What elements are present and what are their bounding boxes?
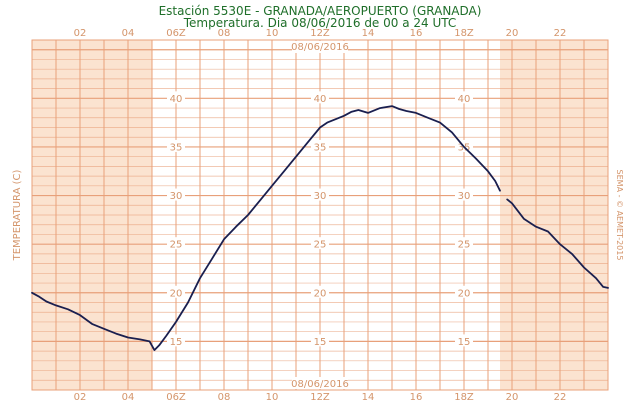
x-axis-bottom: 02 04 06Z 08 10 12Z 14 16 18Z 20 22	[74, 392, 567, 403]
credit-text: SEMA - © AEMET-2015	[615, 170, 624, 261]
y-tick-bg	[167, 334, 185, 347]
y-tick-label: 15	[170, 337, 183, 348]
x-tick-label-bottom: 16	[410, 392, 423, 403]
y-tick-label: 15	[458, 337, 471, 348]
x-tick-label-bottom: 02	[74, 392, 87, 403]
chart-title: Estación 5530E - GRANADA/AEROPUERTO (GRA…	[159, 4, 482, 18]
x-tick-label-top: 22	[554, 28, 567, 39]
y-tick-bg	[311, 285, 329, 298]
date-label-top: 08/06/2016	[291, 42, 349, 53]
y-tick-bg	[455, 91, 473, 104]
x-tick-label-bottom: 12Z	[310, 392, 330, 403]
x-tick-label-bottom: 06Z	[166, 392, 186, 403]
x-tick-label-bottom: 10	[266, 392, 279, 403]
y-axis-label: TEMPERATURA (C)	[12, 170, 23, 262]
x-tick-label-top: 10	[266, 28, 279, 39]
x-tick-label-bottom: 14	[362, 392, 375, 403]
y-tick-bg	[311, 188, 329, 201]
y-tick-bg	[455, 285, 473, 298]
y-tick-label: 40	[458, 94, 471, 105]
y-tick-label: 25	[170, 240, 183, 251]
y-tick-label: 30	[314, 191, 327, 202]
y-axis-left-labels: 15 15 20 20 25 25 30 30 35 35 40 40	[167, 91, 329, 348]
y-tick-bg	[455, 334, 473, 347]
y-tick-bg	[167, 91, 185, 104]
y-tick-bg	[167, 237, 185, 250]
temperature-line-segment-1	[506, 198, 609, 289]
temperature-series	[31, 105, 609, 352]
x-tick-label-bottom: 04	[122, 392, 135, 403]
plot-frame	[31, 39, 609, 391]
y-tick-label: 35	[314, 142, 327, 153]
x-tick-label-top: 08	[218, 28, 231, 39]
y-tick-label: 25	[458, 240, 471, 251]
chart-subtitle: Temperatura. Dia 08/06/2016 de 00 a 24 U…	[183, 16, 457, 30]
y-tick-bg	[167, 139, 185, 152]
y-tick-bg	[167, 188, 185, 201]
y-tick-label: 15	[314, 337, 327, 348]
y-tick-bg	[311, 334, 329, 347]
y-tick-bg	[311, 91, 329, 104]
x-tick-label-top: 20	[506, 28, 519, 39]
date-label-bottom-bg	[292, 377, 348, 389]
y-tick-label: 20	[314, 288, 327, 299]
x-tick-label-top: 04	[122, 28, 135, 39]
y-tick-label: 20	[170, 288, 183, 299]
x-tick-label-top: 14	[362, 28, 375, 39]
y-tick-bg	[455, 237, 473, 250]
y-tick-bg	[455, 188, 473, 201]
y-tick-label: 40	[314, 94, 327, 105]
x-tick-label-top: 02	[74, 28, 87, 39]
y-tick-label: 35	[170, 142, 183, 153]
date-label-top-bg	[292, 41, 348, 53]
y-tick-label: 40	[170, 94, 183, 105]
x-tick-label-top: 16	[410, 28, 423, 39]
y-tick-label: 25	[314, 240, 327, 251]
x-tick-label-top: 12Z	[310, 28, 330, 39]
y-tick-label: 30	[170, 191, 183, 202]
y-tick-bg	[311, 237, 329, 250]
x-tick-label-bottom: 18Z	[454, 392, 474, 403]
temperature-line-segment-0	[31, 105, 501, 352]
x-axis-top: 02 04 06Z 08 10 12Z 14 16 18Z 20 22	[74, 28, 567, 39]
x-tick-label-top: 06Z	[166, 28, 186, 39]
x-tick-label-bottom: 08	[218, 392, 231, 403]
y-tick-bg	[167, 285, 185, 298]
x-tick-label-bottom: 20	[506, 392, 519, 403]
y-tick-label: 20	[458, 288, 471, 299]
y-tick-label: 30	[458, 191, 471, 202]
x-tick-label-bottom: 22	[554, 392, 567, 403]
x-tick-label-top: 18Z	[454, 28, 474, 39]
date-label-bottom: 08/06/2016	[291, 379, 349, 390]
y-tick-bg	[311, 139, 329, 152]
